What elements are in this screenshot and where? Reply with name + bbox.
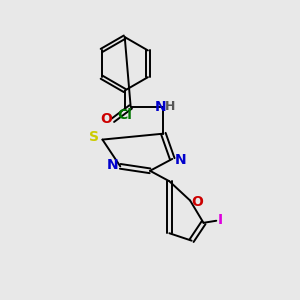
Text: Cl: Cl — [117, 108, 132, 122]
Text: H: H — [165, 100, 175, 113]
Text: N: N — [154, 100, 166, 114]
Text: N: N — [107, 158, 119, 172]
Text: S: S — [89, 130, 99, 144]
Text: N: N — [175, 152, 186, 167]
Text: O: O — [192, 195, 203, 209]
Text: I: I — [217, 213, 222, 227]
Text: O: O — [100, 112, 112, 126]
